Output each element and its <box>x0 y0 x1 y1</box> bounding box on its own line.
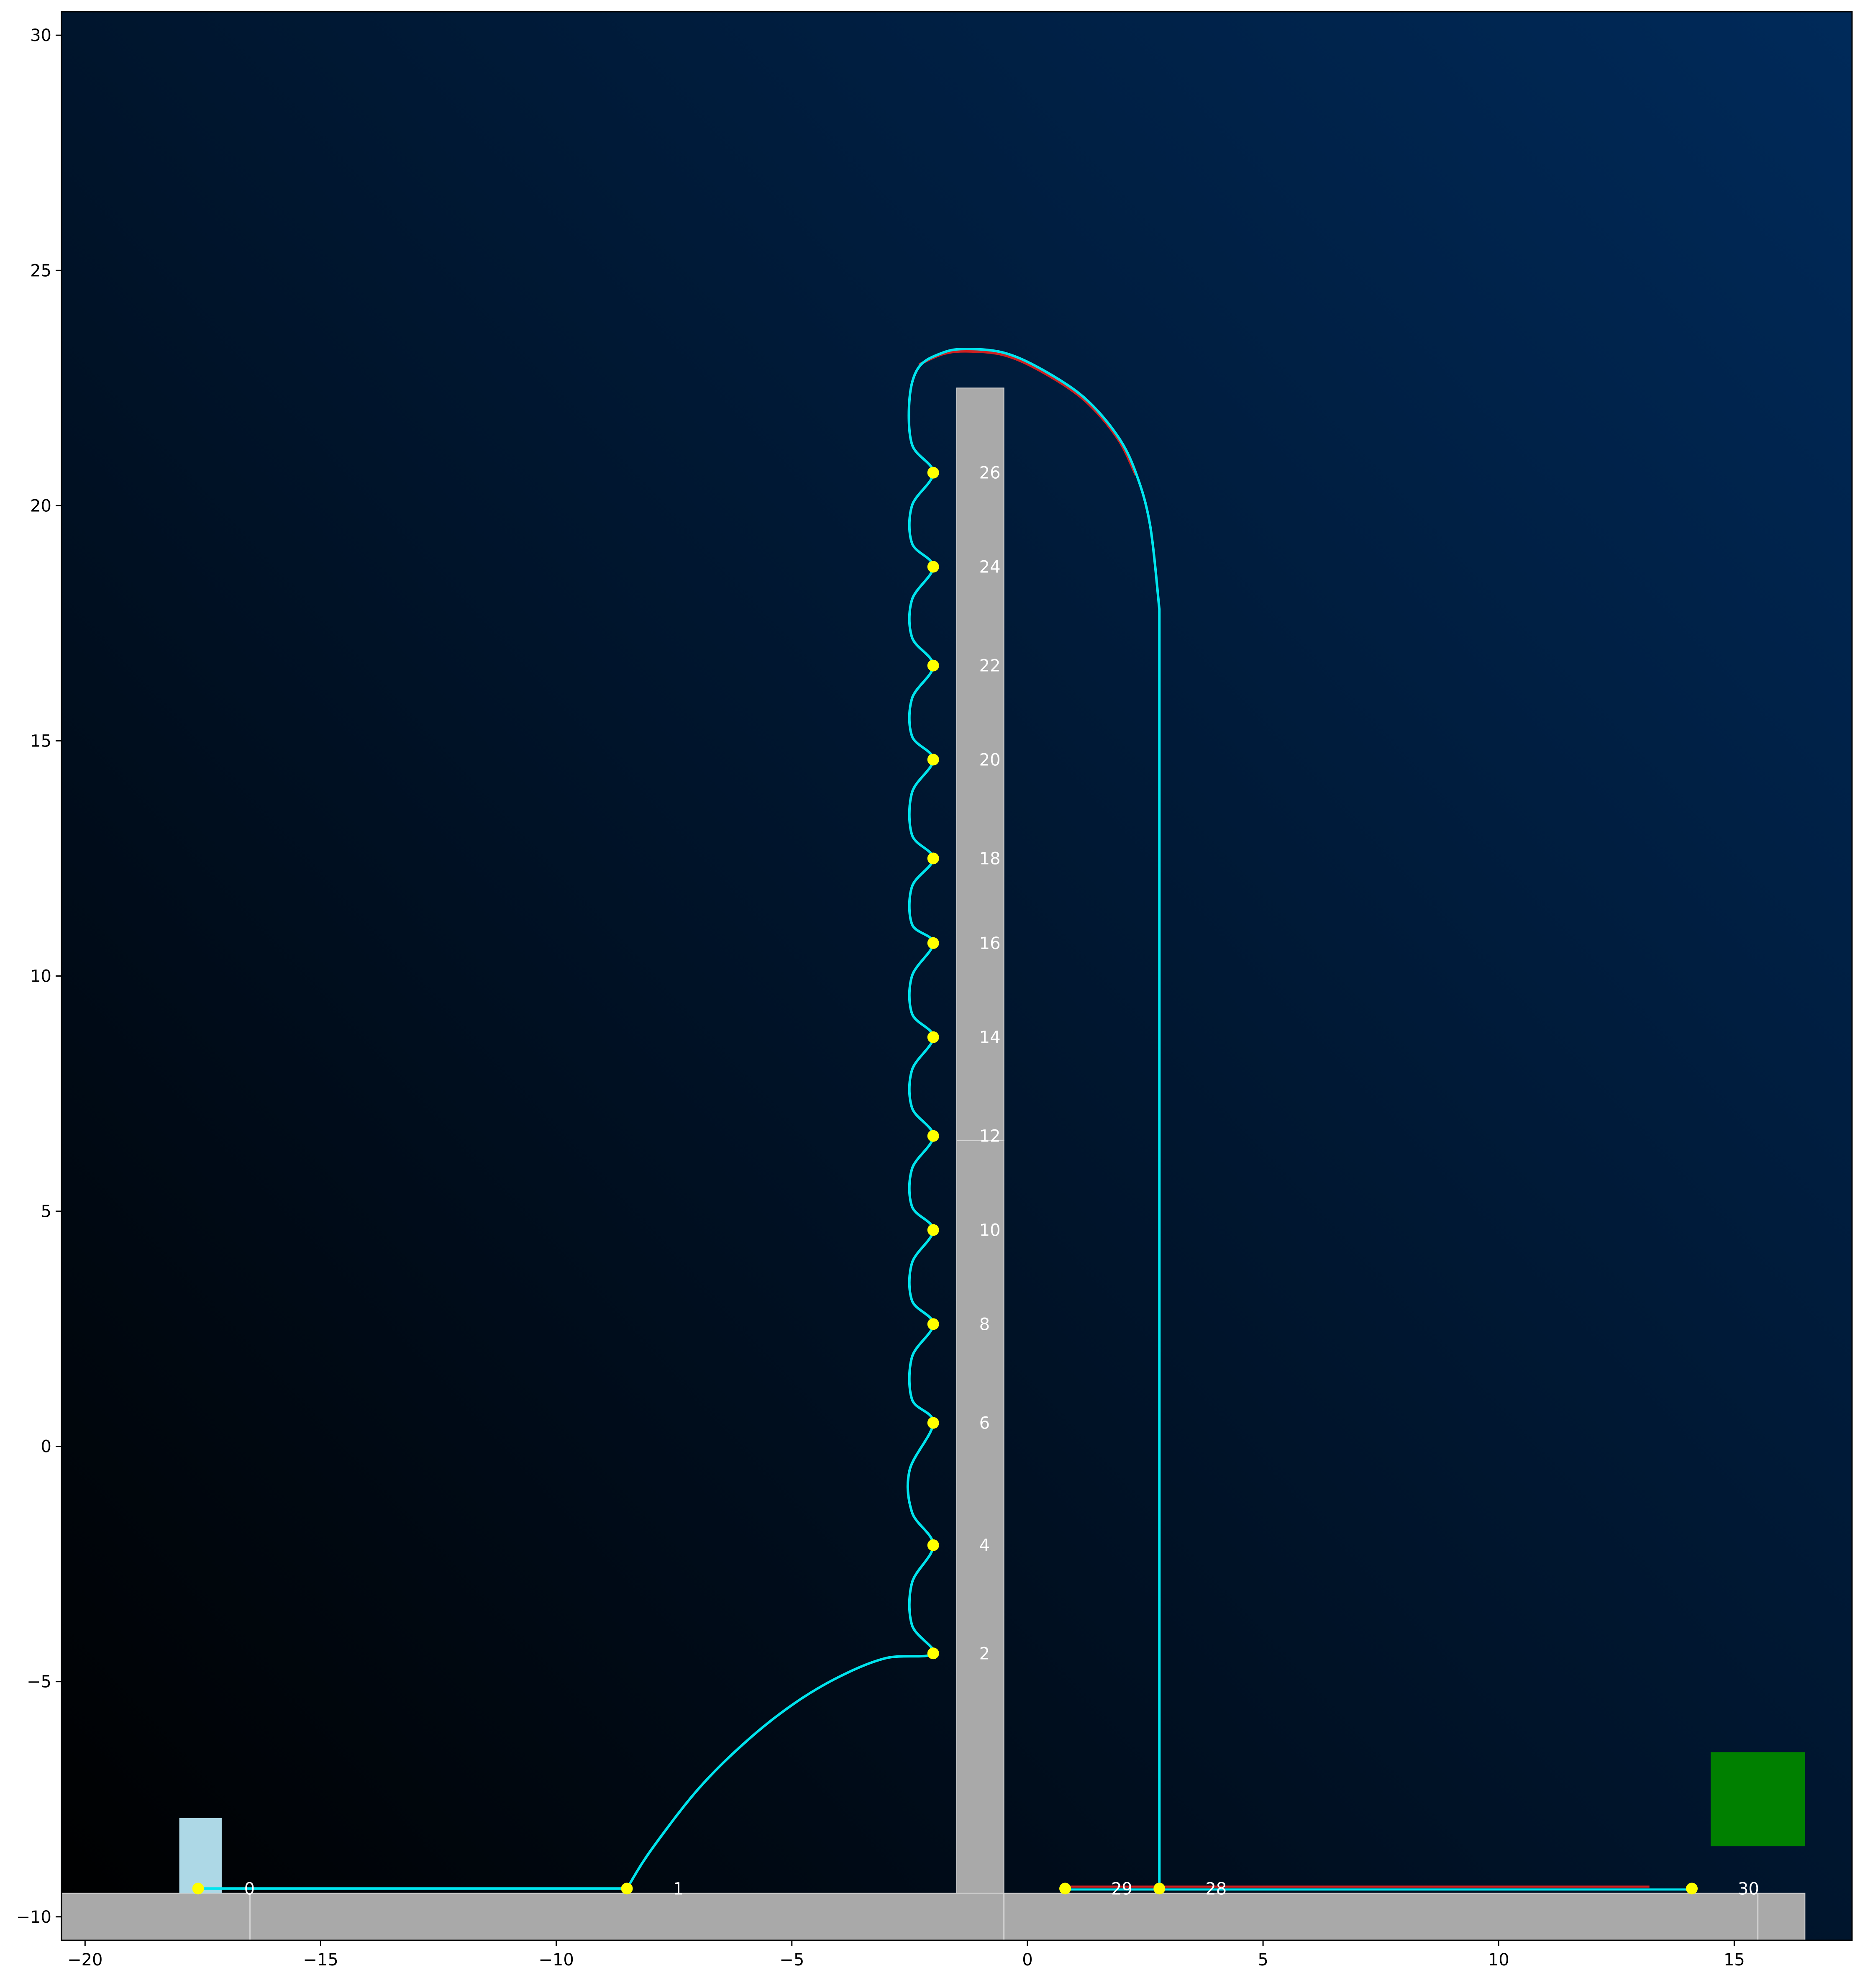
waypoint-24 <box>927 561 939 573</box>
waypoint-label-24: 24 <box>979 557 1001 577</box>
waypoint-label-8: 8 <box>979 1315 990 1334</box>
waypoint-label-26: 26 <box>979 464 1001 483</box>
waypoint-20 <box>927 754 939 766</box>
waypoint-2 <box>927 1647 939 1660</box>
platform-2 <box>956 387 1004 1141</box>
waypoint-label-0: 0 <box>244 1879 255 1898</box>
waypoint-label-1: 1 <box>673 1879 684 1898</box>
waypoint-14 <box>927 1031 939 1043</box>
start-block <box>179 1818 222 1893</box>
waypoint-16 <box>927 937 939 949</box>
x-tick-label-10: 10 <box>1488 1950 1509 1970</box>
waypoint-26 <box>927 467 939 479</box>
waypoint-label-29: 29 <box>1111 1879 1132 1898</box>
x-tick-label-0: 0 <box>1022 1950 1032 1970</box>
y-tick-label-10: 10 <box>30 967 51 986</box>
y-tick-label-20: 20 <box>30 496 51 516</box>
goal-block <box>1711 1752 1805 1847</box>
y-tick-label-5: 5 <box>41 1202 51 1221</box>
waypoint-29 <box>1059 1883 1071 1895</box>
y-tick-label--10: −10 <box>16 1908 51 1927</box>
y-tick-label--5: −5 <box>27 1672 51 1692</box>
y-axis-ticks: −10 −5 0 5 10 15 20 25 30 <box>16 26 61 1927</box>
y-tick-label-30: 30 <box>30 26 51 45</box>
y-tick-label-0: 0 <box>41 1437 51 1457</box>
x-tick-label--20: −20 <box>67 1950 102 1970</box>
x-tick-label-15: 15 <box>1724 1950 1745 1970</box>
waypoint-label-22: 22 <box>979 657 1001 676</box>
path-climb-segment <box>626 347 1161 1889</box>
waypoint-4 <box>927 1539 939 1551</box>
waypoint-label-6: 6 <box>979 1413 990 1433</box>
waypoint-0 <box>192 1883 204 1895</box>
waypoint-label-14: 14 <box>979 1028 1001 1047</box>
waypoint-label-12: 12 <box>979 1127 1001 1146</box>
waypoint-label-20: 20 <box>979 750 1001 770</box>
waypoint-22 <box>927 659 939 672</box>
waypoint-30 <box>1686 1883 1698 1895</box>
y-tick-label-25: 25 <box>30 261 51 280</box>
platforms-layer <box>61 387 1806 1941</box>
waypoint-28 <box>1153 1883 1166 1895</box>
waypoint-label-16: 16 <box>979 934 1001 953</box>
waypoint-8 <box>927 1318 939 1330</box>
waypoint-1 <box>621 1883 633 1895</box>
waypoint-label-28: 28 <box>1205 1879 1227 1898</box>
x-tick-label--15: −15 <box>303 1950 338 1970</box>
blocks-layer <box>179 1752 1805 1893</box>
waypoint-6 <box>927 1417 939 1429</box>
x-axis-ticks: −20 −15 −10 −5 0 5 10 15 <box>67 1940 1745 1970</box>
waypoint-label-18: 18 <box>979 849 1001 868</box>
x-tick-label-5: 5 <box>1258 1950 1268 1970</box>
waypoint-12 <box>927 1130 939 1142</box>
waypoint-label-10: 10 <box>979 1221 1001 1240</box>
x-tick-label--10: −10 <box>538 1950 574 1970</box>
x-tick-label--5: −5 <box>779 1950 804 1970</box>
waypoint-label-4: 4 <box>979 1536 990 1555</box>
platform-1 <box>956 1140 1004 1894</box>
waypoint-18 <box>927 852 939 864</box>
waypoint-label-2: 2 <box>979 1644 990 1663</box>
waypoint-10 <box>927 1224 939 1236</box>
platform-0 <box>61 1893 1806 1941</box>
y-tick-label-15: 15 <box>30 731 51 751</box>
reference-path-line <box>918 350 1137 476</box>
waypoint-label-30: 30 <box>1738 1879 1759 1898</box>
paths-layer <box>198 347 1692 1891</box>
